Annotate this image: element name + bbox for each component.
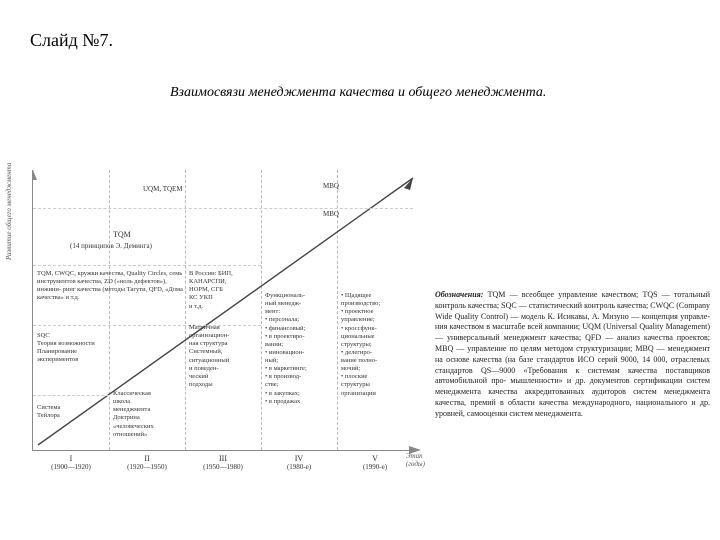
x-axis-label-top: Этап <box>406 452 423 460</box>
col1-top: TQM, CWQC, кружки качества, Quality Circ… <box>35 268 187 305</box>
tqm-sub-label: (14 принципов Э. Деминга) <box>70 242 152 250</box>
slide-number: Слайд №7. <box>30 30 113 51</box>
x-axis-label-bot: (годы) <box>406 460 425 468</box>
col2-bot: Классическая школа менеджмента Доктрина … <box>111 388 187 441</box>
col2-top: В России: БИП, КАНАРСПИ, НОРМ, СГБ КС УК… <box>187 268 263 313</box>
x-tick: V (1990-е) <box>337 454 413 471</box>
legend-head: Обозначения: <box>435 290 483 299</box>
chart-area: UQM, TQEM MBQ MBQ TQM (14 принципов Э. Д… <box>32 170 413 451</box>
x-tick: II (1920—1950) <box>109 454 185 471</box>
col1-bot: Система Тейлора <box>35 402 111 422</box>
x-tick-range: (1980-е) <box>261 463 337 471</box>
x-tick-range: (1950—1980) <box>185 463 261 471</box>
x-axis: I (1900—1920) II (1920—1950) III (1950—1… <box>33 450 413 480</box>
legend-text: Обозначения: TQM — всеобщее управление к… <box>435 290 710 420</box>
x-tick-num: I <box>33 454 109 463</box>
h-divider <box>33 395 109 396</box>
mbq-label-2: MBQ <box>323 210 339 218</box>
x-axis-label: Этап (годы) <box>406 452 425 468</box>
tqm-label: TQM <box>113 230 131 239</box>
x-tick-num: III <box>185 454 261 463</box>
mbq-label-1: MBQ <box>323 182 339 190</box>
x-tick-num: V <box>337 454 413 463</box>
x-tick: IV (1980-е) <box>261 454 337 471</box>
col4: • Щадящее производство; • проектное упра… <box>339 290 415 400</box>
h-divider <box>33 265 261 266</box>
x-tick-num: II <box>109 454 185 463</box>
col2-mid: Матричная организацион- ная структура Си… <box>187 322 263 391</box>
legend-body: TQM — всеобщее управление качеством; TQS… <box>435 290 710 418</box>
h-divider <box>33 208 413 209</box>
x-tick-num: IV <box>261 454 337 463</box>
col3: Функциональ- ный менедж- мент: • персона… <box>263 290 339 408</box>
x-tick-range: (1900—1920) <box>33 463 109 471</box>
x-tick: III (1950—1980) <box>185 454 261 471</box>
col1-mid: SQC Теория возможности Планирование эксп… <box>35 330 111 367</box>
x-tick-range: (1990-е) <box>337 463 413 471</box>
x-tick-range: (1920—1950) <box>109 463 185 471</box>
uqm-label: UQM, TQEM <box>143 185 183 193</box>
figure: Развитие общего менеджмента UQM, TQEM MB… <box>10 170 430 480</box>
x-tick: I (1900—1920) <box>33 454 109 471</box>
y-axis-label: Развитие общего менеджмента <box>5 163 13 260</box>
slide-title: Взаимосвязи менеджмента качества и общег… <box>170 85 546 101</box>
